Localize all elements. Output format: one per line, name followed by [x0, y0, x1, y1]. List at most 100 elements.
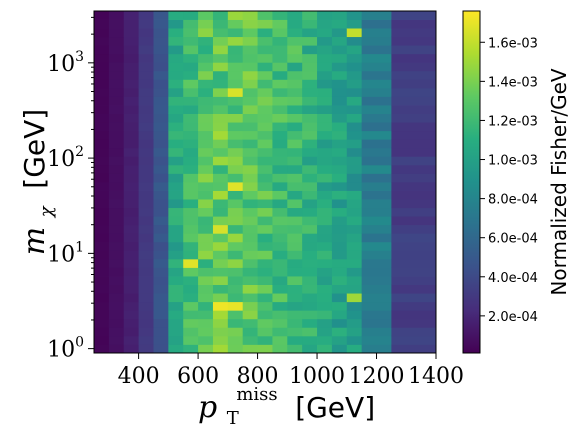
heatmap-cell [287, 19, 303, 29]
heatmap-cell [317, 79, 333, 89]
heatmap-cell [198, 233, 214, 243]
heatmap-cell [138, 250, 154, 260]
heatmap-cell [346, 335, 363, 345]
heatmap-cell [302, 70, 318, 80]
heatmap-cell [94, 62, 110, 72]
heatmap-cell [168, 173, 184, 183]
heatmap-cell [183, 182, 199, 191]
heatmap-cell [168, 96, 184, 106]
heatmap-cell [108, 233, 125, 243]
heatmap-cell [198, 105, 214, 114]
heatmap-cell [94, 19, 110, 29]
heatmap-cell [168, 301, 184, 311]
heatmap-cell [272, 301, 288, 311]
heatmap-cell [138, 139, 154, 149]
heatmap-cell [257, 156, 273, 166]
heatmap-cell [331, 182, 348, 191]
heatmap-cell [272, 267, 288, 277]
heatmap-cell [242, 87, 258, 97]
heatmap-cell [257, 344, 273, 354]
heatmap-cell [123, 62, 140, 72]
heatmap-cell [391, 199, 437, 209]
heatmap-cell [317, 318, 333, 328]
heatmap-cell [317, 327, 333, 337]
heatmap-cell [346, 241, 363, 251]
heatmap-cell [212, 147, 229, 157]
heatmap-cell [361, 79, 392, 89]
heatmap-cell [302, 164, 318, 174]
heatmap-cell [168, 190, 184, 200]
heatmap-cell [168, 284, 184, 294]
x-axis-superscript: miss [236, 384, 277, 405]
heatmap-cell [227, 87, 244, 97]
heatmap-cell [272, 28, 288, 38]
heatmap-cell [361, 301, 392, 311]
heatmap-cell [108, 207, 125, 217]
heatmap-cell [168, 19, 184, 29]
heatmap-cell [153, 327, 169, 337]
heatmap-cell [346, 207, 363, 217]
heatmap-cell [168, 130, 184, 140]
heatmap-cell [123, 190, 140, 200]
heatmap-cell [123, 28, 140, 38]
heatmap-cell [94, 156, 110, 166]
heatmap-cell [183, 276, 199, 285]
heatmap-cell [317, 224, 333, 234]
heatmap-cell [391, 224, 437, 234]
colorbar-tick-label: 1.6e-03 [488, 36, 538, 51]
heatmap-cell [317, 250, 333, 260]
heatmap-cell [242, 70, 258, 80]
heatmap-cell [257, 190, 273, 200]
heatmap-cell [153, 190, 169, 200]
heatmap-cell [317, 11, 333, 20]
heatmap-cell [257, 164, 273, 174]
heatmap-cell [317, 70, 333, 80]
heatmap-cell [391, 130, 437, 140]
heatmap-cell [257, 335, 273, 345]
heatmap-cell [183, 301, 199, 311]
heatmap-cell [227, 53, 244, 63]
heatmap-cell [212, 130, 229, 140]
heatmap-cell [138, 79, 154, 89]
heatmap-cell [94, 130, 110, 140]
heatmap-cell [242, 190, 258, 200]
heatmap-cell [212, 233, 229, 243]
heatmap-cell [212, 310, 229, 320]
heatmap-cell [391, 19, 437, 29]
heatmap-cell [272, 327, 288, 337]
heatmap-cell [272, 173, 288, 183]
heatmap-cell [212, 258, 229, 268]
heatmap-cell [317, 130, 333, 140]
heatmap-cell [227, 36, 244, 46]
heatmap-cell [183, 258, 199, 268]
heatmap-cell [212, 241, 229, 251]
heatmap-cell [287, 53, 303, 63]
heatmap-cell [257, 310, 273, 320]
heatmap-cell [317, 233, 333, 243]
heatmap-cell [168, 310, 184, 320]
x-tick-label: 800 [237, 364, 279, 389]
heatmap-cell [183, 19, 199, 29]
heatmap-cell [212, 70, 229, 80]
heatmap-cell [272, 147, 288, 157]
heatmap-cell [257, 173, 273, 183]
heatmap-cell [94, 70, 110, 80]
heatmap-cell [317, 28, 333, 38]
heatmap-cell [257, 224, 273, 234]
heatmap-cell [108, 276, 125, 285]
heatmap-cell [138, 96, 154, 106]
heatmap-cell [183, 327, 199, 337]
heatmap-cell [361, 70, 392, 80]
heatmap-cells [94, 11, 437, 354]
y-tick-label: 100 [47, 335, 84, 363]
heatmap-cell [272, 130, 288, 140]
heatmap-cell [153, 87, 169, 97]
heatmap-cell [153, 79, 169, 89]
heatmap-cell [272, 62, 288, 72]
heatmap-cell [346, 284, 363, 294]
heatmap-cell [302, 335, 318, 345]
heatmap-cell [138, 284, 154, 294]
heatmap-cell [391, 207, 437, 217]
heatmap-cell [317, 139, 333, 149]
